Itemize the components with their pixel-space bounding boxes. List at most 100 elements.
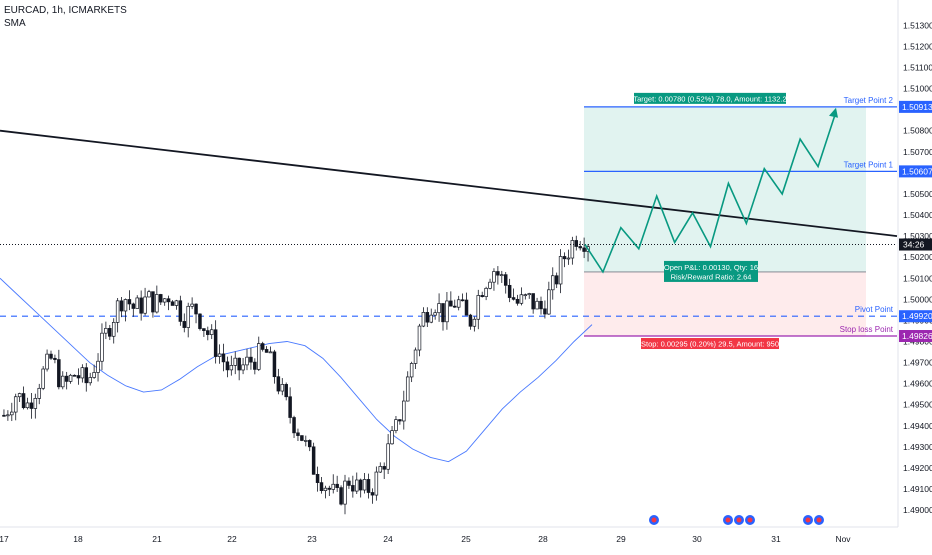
candle-body xyxy=(335,483,339,488)
event-flag-icon xyxy=(816,517,822,523)
candle-body xyxy=(355,479,359,492)
price-tick-label: 1.49700 xyxy=(903,358,932,368)
symbol-title: EURCAD, 1h, ICMARKETS xyxy=(4,5,127,16)
candle-body xyxy=(21,393,26,409)
candle-body xyxy=(92,372,96,378)
time-tick-label: 29 xyxy=(616,534,626,544)
candle-body xyxy=(503,274,508,286)
candle-body xyxy=(162,298,167,303)
time-tick-label: 21 xyxy=(152,534,162,544)
price-axis-tag xyxy=(899,100,932,113)
candle-body xyxy=(370,492,375,496)
level-label: Pivot Point xyxy=(855,305,894,314)
price-tick-label: 1.49200 xyxy=(903,463,932,473)
event-flag-icon xyxy=(736,517,742,523)
price-tick-label: 1.50100 xyxy=(903,273,932,283)
candle-body xyxy=(151,291,155,313)
candle-body xyxy=(84,367,89,384)
candle-body xyxy=(476,295,481,320)
candle-body xyxy=(507,284,512,298)
time-tick-label: 23 xyxy=(307,534,317,544)
candle-body xyxy=(80,367,85,379)
price-tick-label: 1.49000 xyxy=(903,505,932,515)
candle-body xyxy=(257,343,261,370)
candle-body xyxy=(464,299,469,316)
price-axis-tag xyxy=(899,330,932,343)
price-tick-label: 1.49400 xyxy=(903,421,932,431)
candle-body xyxy=(307,440,312,448)
candle-body xyxy=(272,351,277,378)
candle-body xyxy=(260,343,265,350)
candle-body xyxy=(515,298,520,304)
candle-body xyxy=(104,328,108,334)
candle-body xyxy=(331,483,335,490)
candle-body xyxy=(37,387,41,399)
event-flag-icon xyxy=(805,517,811,523)
candle-body xyxy=(178,300,183,322)
candle-body xyxy=(441,303,445,323)
candle-body xyxy=(68,374,73,382)
candle-body xyxy=(202,328,206,331)
candle-body xyxy=(264,349,269,353)
candle-body xyxy=(558,256,563,285)
chart-header: EURCAD, 1h, ICMARKETS SMA xyxy=(4,4,127,30)
candle-body xyxy=(315,473,320,483)
price-tick-label: 1.50300 xyxy=(903,231,932,241)
candle-body xyxy=(300,435,304,441)
candle-body xyxy=(2,414,6,417)
candle-body xyxy=(280,384,285,392)
candle-body xyxy=(378,466,383,473)
candle-body xyxy=(76,375,81,379)
candle-body xyxy=(276,376,281,392)
candle-body xyxy=(547,289,551,315)
candle-body xyxy=(249,356,253,363)
candle-body xyxy=(155,294,159,313)
rr-label: Risk/Reward Ratio: 2.64 xyxy=(671,272,752,281)
level-label: Target Point 2 xyxy=(844,96,894,105)
candle-body xyxy=(539,300,543,310)
candle-body xyxy=(382,466,386,470)
candle-body xyxy=(578,246,582,249)
candle-body xyxy=(523,294,528,297)
candle-body xyxy=(127,299,132,305)
candle-body xyxy=(139,297,143,314)
candle-body xyxy=(186,305,190,328)
indicator-label[interactable]: SMA xyxy=(4,18,26,29)
candle-body xyxy=(72,374,77,377)
price-axis-tag-text: 1.50607 xyxy=(902,166,932,176)
candle-body xyxy=(417,325,422,351)
level-label: Target Point 1 xyxy=(844,160,894,169)
candle-body xyxy=(147,291,151,298)
time-tick-label: 30 xyxy=(692,534,702,544)
price-tick-label: 1.49300 xyxy=(903,442,932,452)
candle-body xyxy=(433,312,437,316)
time-tick-label: 25 xyxy=(461,534,471,544)
candle-body xyxy=(351,485,355,492)
price-tick-label: 1.51300 xyxy=(903,20,932,30)
price-axis-tag-text: 1.49826 xyxy=(902,331,932,341)
projection-path[interactable] xyxy=(584,111,837,274)
price-tick-label: 1.50400 xyxy=(903,210,932,220)
loss-zone[interactable] xyxy=(584,271,866,337)
candle-body xyxy=(445,300,449,323)
time-tick-label: 28 xyxy=(538,534,548,544)
candle-body xyxy=(49,353,53,359)
profit-zone[interactable] xyxy=(584,106,866,272)
candle-body xyxy=(566,257,571,260)
candle-body xyxy=(366,479,371,493)
candle-body xyxy=(45,353,49,370)
candle-body xyxy=(456,299,461,308)
time-tick-label: Nov xyxy=(835,534,851,544)
candle-body xyxy=(398,419,402,422)
price-tick-label: 1.50500 xyxy=(903,189,932,199)
candle-body xyxy=(166,298,171,303)
candle-body xyxy=(296,432,300,436)
candle-body xyxy=(268,351,273,354)
candle-body xyxy=(390,430,394,445)
candle-body xyxy=(551,275,555,291)
candle-body xyxy=(319,482,324,491)
candle-body xyxy=(108,328,112,337)
price-tick-label: 1.51100 xyxy=(903,62,932,72)
candle-body xyxy=(209,329,214,335)
